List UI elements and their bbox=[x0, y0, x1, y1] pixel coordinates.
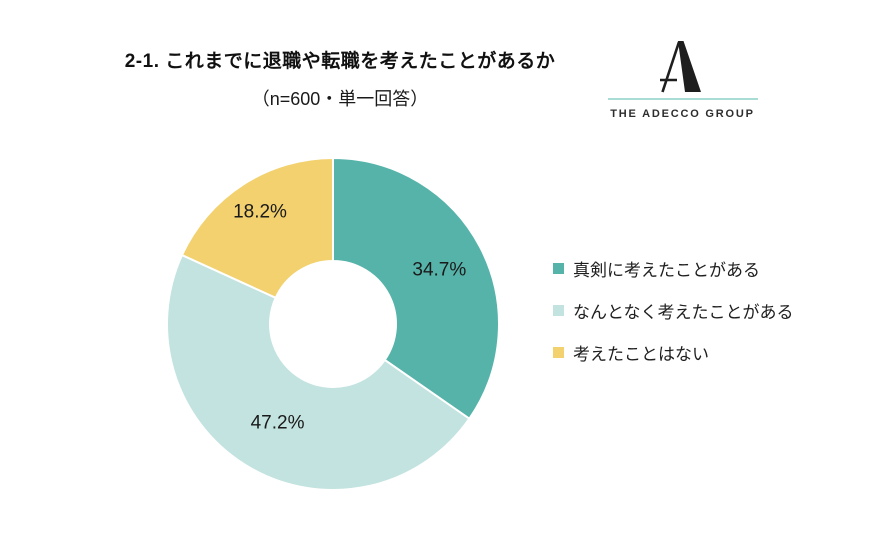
logo-divider bbox=[607, 98, 758, 100]
chart-header: 2-1. これまでに退職や転職を考えたことがあるか （n=600・単一回答） bbox=[55, 46, 625, 111]
legend-swatch-icon bbox=[553, 346, 564, 358]
adecco-logo: THE ADECCO GROUP bbox=[605, 40, 760, 120]
slice-label-2: 18.2% bbox=[233, 201, 287, 222]
slice-label-0: 34.7% bbox=[412, 259, 466, 280]
donut-slice-1 bbox=[166, 253, 471, 492]
legend-swatch-icon bbox=[553, 304, 564, 316]
a-right-stroke bbox=[677, 41, 701, 92]
slice-label-1: 47.2% bbox=[251, 412, 305, 433]
logo-wordmark: THE ADECCO GROUP bbox=[610, 108, 755, 120]
legend-item-0: 真剣に考えたことがある bbox=[553, 255, 794, 281]
donut-slice-2 bbox=[180, 156, 334, 300]
adecco-a-icon bbox=[659, 41, 701, 93]
chart-subtitle: （n=600・単一回答） bbox=[251, 89, 429, 109]
legend-label: なんとなく考えたことがある bbox=[573, 302, 794, 322]
a-left-stroke bbox=[660, 41, 680, 93]
legend-label: 真剣に考えたことがある bbox=[573, 260, 760, 280]
legend-label: 考えたことはない bbox=[573, 344, 709, 364]
legend-swatch-icon bbox=[553, 262, 564, 274]
donut-chart: 34.7% 47.2% 18.2% bbox=[166, 156, 500, 492]
legend-item-1: なんとなく考えたことがある bbox=[553, 297, 794, 323]
chart-title: 2-1. これまでに退職や転職を考えたことがあるか bbox=[124, 51, 556, 72]
legend: 真剣に考えたことがあるなんとなく考えたことがある 考えたことはない bbox=[553, 255, 794, 381]
donut-slice-0 bbox=[332, 156, 500, 421]
legend-item-2: 考えたことはない bbox=[553, 339, 794, 365]
